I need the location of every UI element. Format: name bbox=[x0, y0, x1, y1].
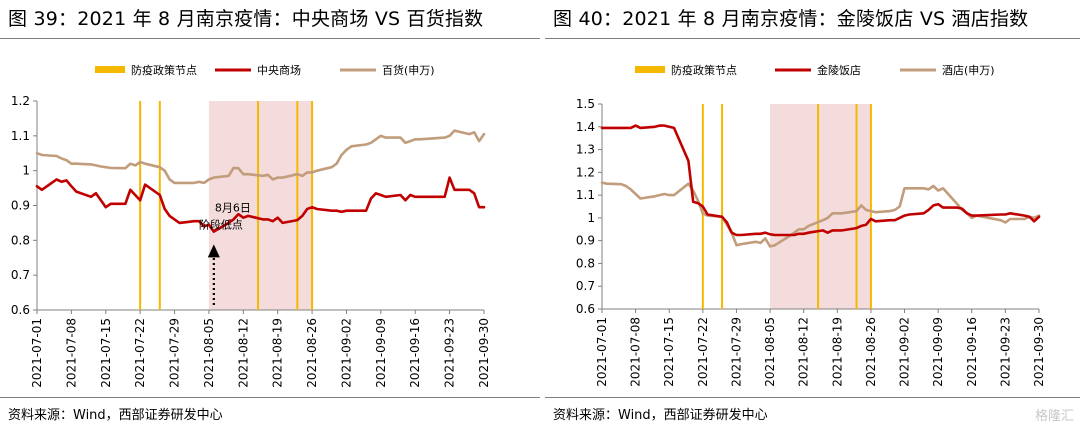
right-title-rule bbox=[545, 38, 1080, 39]
y-tick-label: 1.2 bbox=[576, 165, 595, 179]
right-source-rule bbox=[545, 397, 1080, 398]
x-tick-label: 2021-09-09 bbox=[374, 318, 388, 388]
x-tick-label: 2021-09-02 bbox=[898, 317, 912, 387]
y-tick-label: 1.1 bbox=[11, 129, 30, 143]
x-tick-label: 2021-09-16 bbox=[965, 317, 979, 387]
x-tick-label: 2021-09-02 bbox=[339, 318, 353, 388]
x-tick-label: 2021-08-26 bbox=[305, 318, 319, 388]
x-tick-label: 2021-07-22 bbox=[696, 317, 710, 387]
x-tick-label: 2021-08-12 bbox=[797, 317, 811, 387]
x-tick-label: 2021-08-26 bbox=[864, 317, 878, 387]
series-line-index bbox=[35, 129, 486, 185]
x-tick-label: 2021-09-09 bbox=[931, 317, 945, 387]
right-source-note: 资料来源：Wind，西部证券研发中心 bbox=[553, 408, 768, 423]
x-tick-label: 2021-08-19 bbox=[830, 317, 844, 387]
left-chart: 防疫政策节点 中央商场 百货(申万) 0.6 0.7 0.8 0.9 1 1.1 1.2 2021-… bbox=[11, 63, 491, 388]
y-tick-label: 1 bbox=[587, 211, 595, 225]
x-tick-label: 2021-07-22 bbox=[133, 318, 147, 388]
legend-label-stock: 金陵饭店 bbox=[817, 63, 861, 77]
watermark-logo: 格隆汇 bbox=[1034, 409, 1074, 424]
x-tick-label: 2021-07-15 bbox=[99, 318, 113, 388]
y-tick-label: 1.3 bbox=[576, 143, 595, 157]
legend-swatch-policy bbox=[95, 66, 125, 73]
x-tick-label: 2021-07-08 bbox=[629, 317, 643, 387]
y-tick-label: 1.2 bbox=[11, 94, 30, 108]
y-tick-label: 0.7 bbox=[576, 279, 595, 293]
legend-label-policy: 防疫政策节点 bbox=[131, 63, 197, 77]
x-tick-label: 2021-08-12 bbox=[236, 318, 250, 388]
left-title-rule bbox=[0, 38, 540, 39]
x-tick-label: 2021-07-15 bbox=[662, 317, 676, 387]
y-tick-label: 0.8 bbox=[11, 233, 30, 247]
x-tick-label: 2021-09-30 bbox=[1032, 317, 1046, 387]
shaded-period bbox=[770, 104, 871, 309]
chart-legend: 防疫政策节点 金陵饭店 酒店(申万) bbox=[635, 63, 995, 77]
y-tick-label: 0.6 bbox=[576, 302, 595, 316]
x-tick-label: 2021-07-01 bbox=[30, 318, 44, 388]
right-figure-title: 图 40：2021 年 8 月南京疫情：金陵饭店 VS 酒店指数 bbox=[553, 8, 1029, 30]
x-tick-label: 2021-08-05 bbox=[763, 317, 777, 387]
y-tick-label: 1.1 bbox=[576, 188, 595, 202]
annotation-arrow-head bbox=[207, 244, 220, 258]
legend-label-index: 酒店(申万) bbox=[942, 63, 995, 77]
y-tick-label: 0.9 bbox=[576, 234, 595, 248]
x-tick-label: 2021-07-08 bbox=[64, 318, 78, 388]
series-line-stock bbox=[600, 124, 1041, 237]
shaded-period bbox=[208, 101, 313, 310]
right-chart: 防疫政策节点 金陵饭店 酒店(申万) 0.6 0.7 0.8 0.9 1 1.1 1.2 1.3 1.… bbox=[576, 63, 1046, 387]
left-source-note: 资料来源：Wind，西部证券研发中心 bbox=[8, 408, 223, 423]
chart-legend: 防疫政策节点 中央商场 百货(申万) bbox=[95, 63, 435, 77]
y-tick-label: 0.6 bbox=[11, 303, 30, 317]
x-tick-label: 2021-09-23 bbox=[998, 317, 1012, 387]
legend-label-index: 百货(申万) bbox=[382, 63, 435, 77]
x-tick-label: 2021-07-01 bbox=[595, 317, 609, 387]
legend-swatch-policy bbox=[635, 66, 665, 73]
y-tick-label: 0.8 bbox=[576, 256, 595, 270]
x-tick-label: 2021-08-19 bbox=[271, 318, 285, 388]
left-source-rule bbox=[0, 397, 540, 398]
series-line-stock bbox=[35, 176, 486, 233]
annotation-text-date: 8月6日 bbox=[215, 202, 251, 215]
y-tick-label: 1.5 bbox=[576, 97, 595, 111]
x-tick-label: 2021-09-23 bbox=[443, 318, 457, 388]
legend-label-policy: 防疫政策节点 bbox=[671, 63, 737, 77]
x-tick-label: 2021-07-29 bbox=[729, 317, 743, 387]
left-figure-title: 图 39：2021 年 8 月南京疫情：中央商场 VS 百货指数 bbox=[8, 8, 484, 30]
x-tick-label: 2021-08-05 bbox=[202, 318, 216, 388]
y-tick-label: 0.7 bbox=[11, 268, 30, 282]
y-tick-label: 1 bbox=[22, 164, 30, 178]
y-tick-label: 0.9 bbox=[11, 199, 30, 213]
legend-label-stock: 中央商场 bbox=[257, 63, 301, 77]
y-tick-label: 1.4 bbox=[576, 120, 595, 134]
x-tick-label: 2021-09-16 bbox=[408, 318, 422, 388]
x-tick-label: 2021-09-30 bbox=[477, 318, 491, 388]
x-tick-label: 2021-07-29 bbox=[168, 318, 182, 388]
annotation-text-label: 阶段低点 bbox=[199, 218, 243, 232]
right-figure: 图 40：2021 年 8 月南京疫情：金陵饭店 VS 酒店指数 防疫政策节点 金… bbox=[545, 0, 1080, 428]
left-figure: 图 39：2021 年 8 月南京疫情：中央商场 VS 百货指数 防疫政策节点 中… bbox=[0, 8, 540, 423]
